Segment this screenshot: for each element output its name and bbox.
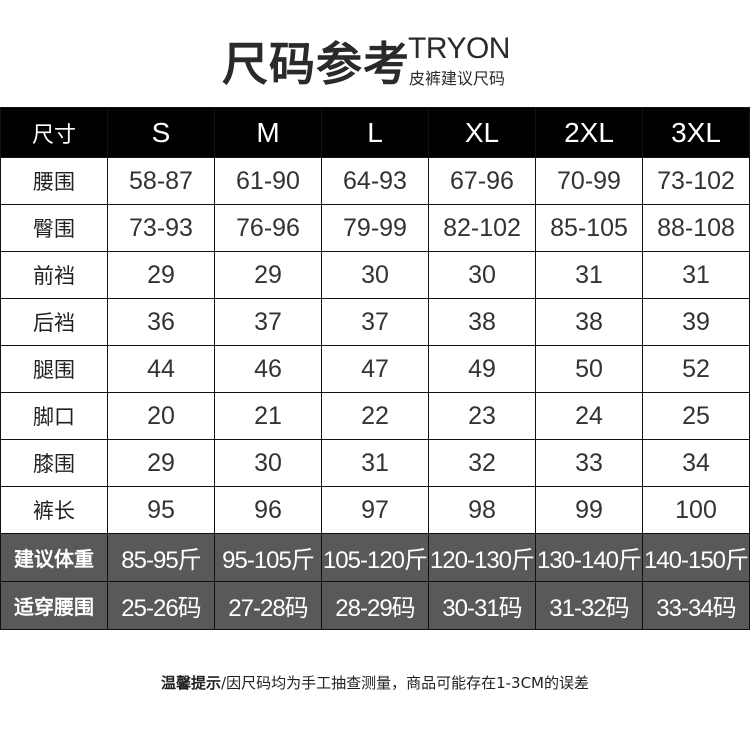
table-cell: 85-105 [535,204,643,252]
table-cell: 130-140斤 [535,533,643,582]
table-cell: 73-93 [107,204,215,252]
table-cell: 32 [428,439,536,487]
table-cell: 47 [321,345,429,393]
row-label: 前裆 [0,251,108,299]
table-cell: 21 [214,392,322,440]
table-cell: 38 [428,298,536,346]
table-cell: 105-120斤 [321,533,429,582]
table-cell: 70-99 [535,157,643,205]
tip-text: /因尺码均为手工抽查测量，商品可能存在1-3CM的误差 [221,674,589,692]
table-cell: 88-108 [642,204,750,252]
table-cell: 29 [214,251,322,299]
table-cell: 31 [535,251,643,299]
table-cell: 25-26码 [107,581,215,630]
table-row: 腿围 44 46 47 49 50 52 [0,345,750,393]
table-cell: 27-28码 [214,581,322,630]
table-cell: 61-90 [214,157,322,205]
table-row-recommendation: 适穿腰围 25-26码 27-28码 28-29码 30-31码 31-32码 33-34码 [0,581,750,630]
table-cell: 28-29码 [321,581,429,630]
table-cell: 64-93 [321,157,429,205]
table-cell: 97 [321,486,429,534]
table-cell: 52 [642,345,750,393]
row-label: 臀围 [0,204,108,252]
table-row: 裤长 95 96 97 98 99 100 [0,486,750,534]
row-label: 适穿腰围 [0,581,108,630]
table-cell: 3XL [642,107,750,158]
table-cell: 23 [428,392,536,440]
table-cell: 82-102 [428,204,536,252]
table-cell: 29 [107,439,215,487]
table-cell: S [107,107,215,158]
tip-note: 温馨提示/因尺码均为手工抽查测量，商品可能存在1-3CM的误差 [0,672,750,693]
table-cell: 49 [428,345,536,393]
table-cell: 76-96 [214,204,322,252]
size-table: 尺寸 S M L XL 2XL 3XL 腰围 58-87 61-90 64-93 67-96 70-99… [0,107,750,630]
table-cell: 25 [642,392,750,440]
table-row: 膝围 29 30 31 32 33 34 [0,439,750,487]
table-cell: 2XL [535,107,643,158]
table-cell: 33-34码 [642,581,750,630]
table-cell: 44 [107,345,215,393]
table-cell: 79-99 [321,204,429,252]
table-cell: 98 [428,486,536,534]
table-cell: 22 [321,392,429,440]
table-header-row: 尺寸 S M L XL 2XL 3XL [0,107,750,158]
table-cell: 58-87 [107,157,215,205]
table-cell: 73-102 [642,157,750,205]
table-cell: 34 [642,439,750,487]
table-cell: 37 [214,298,322,346]
table-cell: 95 [107,486,215,534]
table-cell: 38 [535,298,643,346]
title-main: 尺码参考 [222,37,410,91]
table-cell: 30-31码 [428,581,536,630]
table-cell: 99 [535,486,643,534]
table-cell: 36 [107,298,215,346]
tip-label: 温馨提示 [161,674,222,692]
table-row: 腰围 58-87 61-90 64-93 67-96 70-99 73-102 [0,157,750,205]
table-cell: 29 [107,251,215,299]
table-cell: L [321,107,429,158]
table-cell: 96 [214,486,322,534]
table-cell: 67-96 [428,157,536,205]
row-label: 膝围 [0,439,108,487]
table-cell: 46 [214,345,322,393]
row-label: 腿围 [0,345,108,393]
table-cell: 20 [107,392,215,440]
table-cell: XL [428,107,536,158]
table-cell: 33 [535,439,643,487]
table-row: 臀围 73-93 76-96 79-99 82-102 85-105 88-108 [0,204,750,252]
table-cell: 120-130斤 [428,533,536,582]
row-label: 后裆 [0,298,108,346]
table-cell: 50 [535,345,643,393]
title-subtitle: 皮裤建议尺码 [409,69,506,88]
table-row: 后裆 36 37 37 38 38 39 [0,298,750,346]
title-english: TRYON [408,32,510,65]
row-label: 尺寸 [0,107,108,158]
row-label: 腰围 [0,157,108,205]
table-cell: 100 [642,486,750,534]
table-cell: 24 [535,392,643,440]
row-label: 建议体重 [0,533,108,582]
table-cell: 140-150斤 [642,533,750,582]
table-cell: 30 [214,439,322,487]
table-cell: 37 [321,298,429,346]
table-cell: 31 [642,251,750,299]
table-cell: 39 [642,298,750,346]
table-cell: 31 [321,439,429,487]
row-label: 裤长 [0,486,108,534]
table-cell: 31-32码 [535,581,643,630]
row-label: 脚口 [0,392,108,440]
table-cell: 30 [428,251,536,299]
table-cell: 30 [321,251,429,299]
table-cell: 85-95斤 [107,533,215,582]
table-row-recommendation: 建议体重 85-95斤 95-105斤 105-120斤 120-130斤 130-140… [0,533,750,582]
table-cell: 95-105斤 [214,533,322,582]
table-cell: M [214,107,322,158]
table-row: 前裆 29 29 30 30 31 31 [0,251,750,299]
table-row: 脚口 20 21 22 23 24 25 [0,392,750,440]
